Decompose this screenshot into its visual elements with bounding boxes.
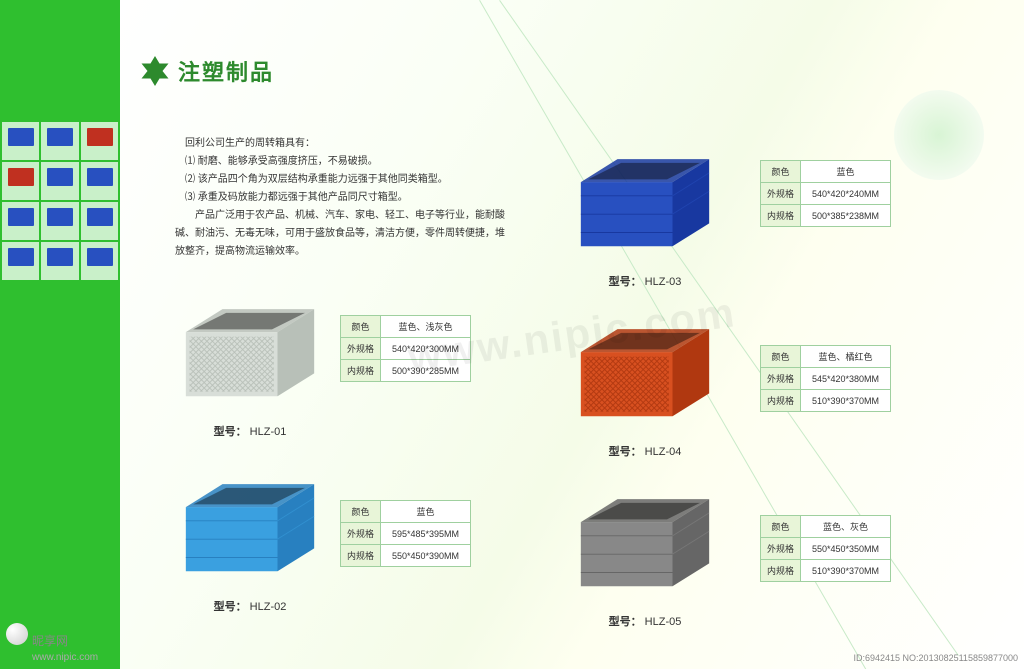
thumbnail-cell: [81, 242, 118, 280]
snowflake-icon: [140, 56, 170, 86]
decor-circle: [894, 90, 984, 180]
model-label: 型号： HLZ-04: [570, 443, 720, 459]
thumbnail-crate: [8, 128, 34, 146]
spec-label: 内规格: [341, 360, 381, 382]
crate-icon: [570, 150, 720, 260]
thumbnail-crate: [8, 248, 34, 266]
model-label: 型号： HLZ-02: [175, 598, 325, 614]
spec-label: 颜色: [341, 501, 381, 523]
thumbnail-crate: [47, 128, 73, 146]
spec-value: 595*485*395MM: [381, 523, 471, 545]
intro-line: ⑴ 耐磨、能够承受高强度挤压，不易破损。: [175, 153, 505, 171]
thumbnail-crate: [87, 168, 113, 186]
intro-text: 回利公司生产的周转箱具有： ⑴ 耐磨、能够承受高强度挤压，不易破损。 ⑵ 该产品…: [175, 135, 505, 261]
intro-line: ⑶ 承重及码放能力都远强于其他产品同尺寸箱型。: [175, 189, 505, 207]
spec-value: 510*390*370MM: [801, 390, 891, 412]
crate-icon: [175, 475, 325, 585]
thumbnail-cell: [81, 202, 118, 240]
spec-table: 颜色蓝色、橘红色 外规格545*420*380MM 内规格510*390*370…: [760, 345, 891, 412]
thumbnail-crate: [47, 168, 73, 186]
thumbnail-cell: [41, 122, 78, 160]
spec-table: 颜色蓝色、灰色 外规格550*450*350MM 内规格510*390*370M…: [760, 515, 891, 582]
thumbnail-crate: [47, 248, 73, 266]
thumbnail-crate: [8, 168, 34, 186]
spec-label: 颜色: [341, 316, 381, 338]
footer-logo-icon: [6, 623, 28, 645]
spec-value: 蓝色、橘红色: [801, 346, 891, 368]
crate-icon: [175, 300, 325, 410]
crate-icon: [570, 490, 720, 600]
model-label: 型号： HLZ-05: [570, 613, 720, 629]
spec-table: 颜色蓝色、浅灰色 外规格540*420*300MM 内规格500*390*285…: [340, 315, 471, 382]
spec-label: 外规格: [761, 183, 801, 205]
thumbnail-crate: [87, 208, 113, 226]
thumbnail-cell: [2, 242, 39, 280]
sidebar: [0, 0, 120, 669]
thumbnail-crate: [8, 208, 34, 226]
page-header: 注塑制品: [140, 55, 274, 87]
model-label: 型号： HLZ-01: [175, 423, 325, 439]
thumbnail-cell: [2, 162, 39, 200]
spec-label: 外规格: [761, 538, 801, 560]
footer-id: ID:6942415 NO:20130825115859877000: [854, 653, 1018, 663]
page-content: 注塑制品 回利公司生产的周转箱具有： ⑴ 耐磨、能够承受高强度挤压，不易破损。 …: [120, 0, 1024, 669]
thumbnail-cell: [2, 122, 39, 160]
thumbnail-cell: [41, 202, 78, 240]
spec-label: 内规格: [341, 545, 381, 567]
spec-value: 500*385*238MM: [801, 205, 891, 227]
product-image: 型号： HLZ-04: [570, 320, 720, 459]
spec-value: 蓝色: [381, 501, 471, 523]
spec-value: 蓝色: [801, 161, 891, 183]
spec-label: 外规格: [341, 338, 381, 360]
thumbnail-cell: [41, 242, 78, 280]
spec-label: 颜色: [761, 346, 801, 368]
intro-line: 产品广泛用于农产品、机械、汽车、家电、轻工、电子等行业，能耐酸碱、耐油污、无毒无…: [175, 207, 505, 261]
product-image: 型号： HLZ-02: [175, 475, 325, 614]
spec-table: 颜色蓝色 外规格540*420*240MM 内规格500*385*238MM: [760, 160, 891, 227]
spec-label: 外规格: [341, 523, 381, 545]
thumbnail-crate: [47, 208, 73, 226]
spec-label: 内规格: [761, 205, 801, 227]
thumbnail-cell: [2, 202, 39, 240]
spec-value: 500*390*285MM: [381, 360, 471, 382]
spec-label: 外规格: [761, 368, 801, 390]
thumbnail-cell: [41, 162, 78, 200]
footer-brand: 昵享网: [32, 632, 68, 649]
spec-value: 550*450*350MM: [801, 538, 891, 560]
thumbnail-crate: [87, 128, 113, 146]
spec-label: 内规格: [761, 560, 801, 582]
crate-icon: [570, 320, 720, 430]
spec-value: 蓝色、浅灰色: [381, 316, 471, 338]
spec-value: 蓝色、灰色: [801, 516, 891, 538]
spec-value: 540*420*300MM: [381, 338, 471, 360]
intro-line: ⑵ 该产品四个角为双层结构承重能力远强于其他同类箱型。: [175, 171, 505, 189]
spec-label: 颜色: [761, 161, 801, 183]
thumbnail-crate: [87, 248, 113, 266]
product-image: 型号： HLZ-01: [175, 300, 325, 439]
spec-value: 550*450*390MM: [381, 545, 471, 567]
product-image: 型号： HLZ-03: [570, 150, 720, 289]
thumbnail-cell: [81, 162, 118, 200]
model-label: 型号： HLZ-03: [570, 273, 720, 289]
thumbnail-cell: [81, 122, 118, 160]
spec-table: 颜色蓝色 外规格595*485*395MM 内规格550*450*390MM: [340, 500, 471, 567]
spec-value: 510*390*370MM: [801, 560, 891, 582]
spec-value: 545*420*380MM: [801, 368, 891, 390]
product-image: 型号： HLZ-05: [570, 490, 720, 629]
spec-label: 内规格: [761, 390, 801, 412]
thumbnail-grid: [0, 120, 120, 282]
footer-url: www.nipic.com: [32, 652, 98, 663]
page-title: 注塑制品: [178, 55, 274, 87]
intro-line: 回利公司生产的周转箱具有：: [175, 135, 505, 153]
spec-value: 540*420*240MM: [801, 183, 891, 205]
spec-label: 颜色: [761, 516, 801, 538]
